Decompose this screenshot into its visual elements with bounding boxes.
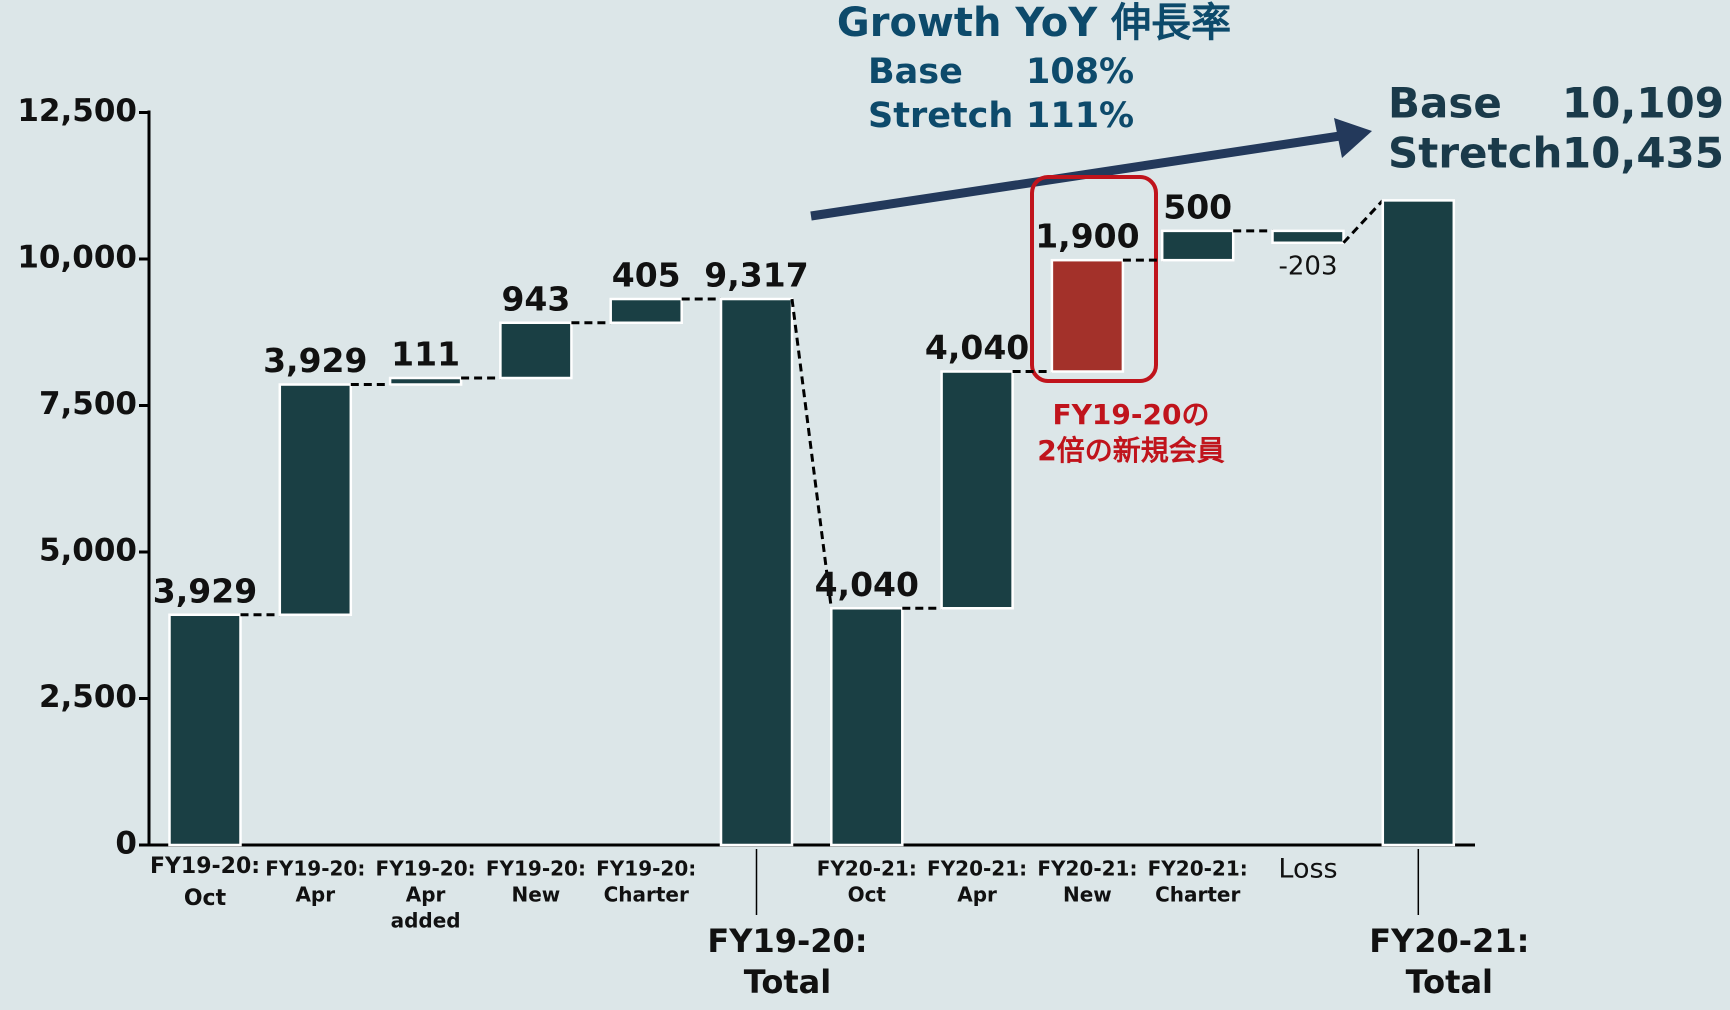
x-tick-label: FY19-20: — [596, 857, 696, 881]
value-label: 500 — [1163, 187, 1232, 226]
target-value: 10,109 — [1562, 79, 1724, 128]
x-tick-label: added — [391, 909, 461, 933]
bar — [940, 370, 1014, 610]
x-tick-label: FY20-21: — [817, 857, 917, 881]
x-tick-label: Charter — [1155, 883, 1240, 907]
x-tick-label: FY19-20: — [376, 857, 476, 881]
value-label: 3,929 — [153, 571, 257, 610]
x-tick-label: Total — [1406, 963, 1493, 1001]
growth-value: 108% — [1026, 52, 1134, 92]
bar — [609, 297, 683, 325]
bar — [1271, 229, 1345, 245]
x-tick-label: FY19-20: — [150, 854, 260, 879]
growth-label: Base — [868, 52, 963, 92]
x-tick-label: FY20-21: — [1369, 922, 1529, 960]
bar — [719, 297, 794, 847]
x-tick-label: FY19-20: — [265, 857, 365, 881]
value-label: 4,040 — [925, 328, 1029, 367]
target-value: 10,435 — [1562, 129, 1724, 178]
x-tick-label: Oct — [184, 886, 227, 911]
bar — [168, 613, 242, 847]
value-label: 4,040 — [815, 565, 919, 604]
x-tick-label: Oct — [848, 883, 887, 907]
x-tick-label: Apr — [957, 883, 997, 907]
y-tick-label: 7,500 — [39, 386, 137, 422]
x-tick-label: Total — [744, 963, 831, 1001]
value-label: -203 — [1278, 251, 1337, 281]
growth-title: Growth YoY 伸長率 — [837, 0, 1231, 46]
target-label: Base — [1388, 79, 1502, 128]
target-label: Stretch — [1388, 129, 1562, 178]
x-tick-label: Loss — [1278, 854, 1337, 885]
growth-value: 111% — [1026, 96, 1134, 136]
connector — [790, 298, 833, 609]
y-tick-label: 10,000 — [17, 240, 137, 276]
growth-label: Stretch — [868, 96, 1013, 136]
note: FY19-20の — [1053, 398, 1210, 431]
note: 2倍の新規会員 — [1037, 434, 1224, 467]
bar — [388, 376, 463, 386]
bar — [278, 383, 353, 617]
x-tick-label: FY19-20: — [486, 857, 586, 881]
x-tick-label: FY20-21: — [927, 857, 1027, 881]
value-label: 111 — [391, 335, 460, 374]
value-label: 9,317 — [704, 256, 808, 295]
value-label: 1,900 — [1035, 217, 1139, 256]
value-label: 3,929 — [263, 341, 367, 380]
y-tick-label: 2,500 — [39, 679, 137, 715]
x-tick-label: New — [1063, 883, 1112, 907]
value-label: 405 — [612, 256, 681, 295]
y-tick-label: 0 — [115, 826, 137, 862]
x-tick-label: Apr — [406, 883, 446, 907]
y-tick-label: 5,000 — [39, 533, 137, 569]
x-tick-label: FY19-20: — [707, 922, 867, 960]
growth-arrow-head — [1334, 118, 1372, 158]
x-tick-label: FY20-21: — [1037, 857, 1137, 881]
connector — [1342, 199, 1384, 244]
highlight-box — [1030, 175, 1158, 383]
x-tick-label: Apr — [295, 883, 335, 907]
x-tick-label: New — [512, 883, 561, 907]
bar — [1160, 229, 1235, 262]
value-label: 943 — [501, 279, 570, 318]
y-tick-label: 12,500 — [17, 93, 137, 129]
x-tick-label: Charter — [604, 883, 689, 907]
bar — [1050, 258, 1125, 373]
bar — [830, 607, 904, 847]
x-tick-label: FY20-21: — [1148, 857, 1248, 881]
bar — [499, 321, 573, 380]
bar — [1381, 199, 1456, 847]
